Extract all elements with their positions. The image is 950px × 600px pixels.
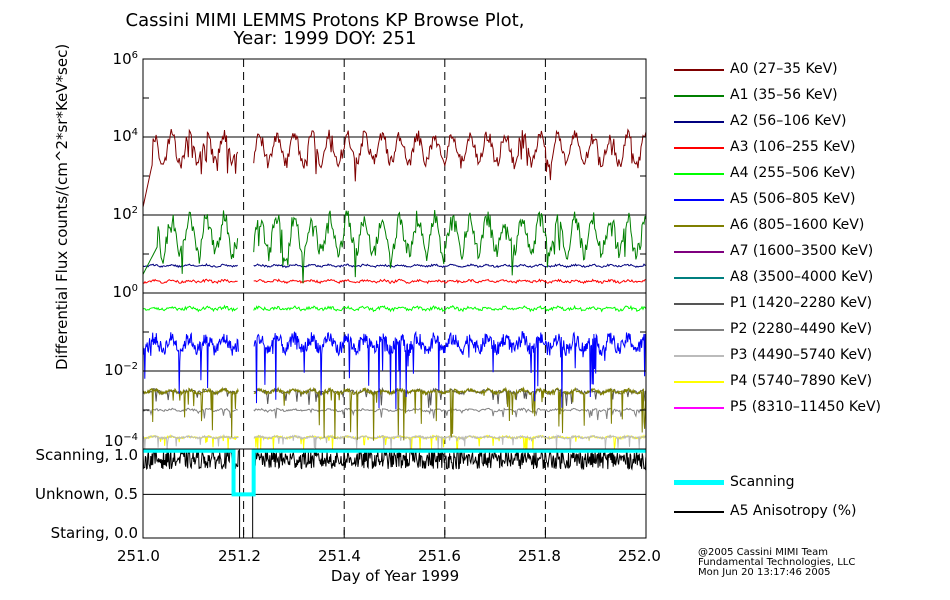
y-tick-label: 106 [112, 50, 138, 68]
credit-line: @2005 Cassini MIMI Team [698, 547, 828, 558]
legend-label: P5 (8310–11450 KeV) [730, 399, 882, 415]
chart-title-line1: Cassini MIMI LEMMS Protons KP Browse Plo… [125, 10, 525, 31]
upper-frame [142, 58, 647, 450]
y-tick-label: 10−2 [104, 361, 138, 379]
series-line [142, 278, 647, 285]
series-line [142, 330, 647, 410]
y-tick-label: 10−4 [104, 432, 138, 450]
legend-label: P1 (1420–2280 KeV) [730, 295, 873, 311]
series-line [142, 210, 647, 284]
x-tick-label: 251.8 [518, 547, 561, 565]
legend-swatch [674, 147, 724, 149]
series-line [142, 263, 647, 269]
series-layer [142, 128, 647, 497]
legend-swatch [674, 251, 724, 253]
legend-label: A0 (27–35 KeV) [730, 61, 838, 77]
series-line [142, 433, 647, 450]
y-axis-label: Differential Flux counts/(cm^2*sr*KeV*se… [53, 43, 71, 370]
legend-label: A3 (106–255 KeV) [730, 139, 856, 155]
series-line [142, 304, 647, 313]
legend-swatch [674, 329, 724, 331]
anisotropy-line [142, 448, 647, 471]
legend-swatch [674, 511, 724, 513]
legend-label: A5 (506–805 KeV) [730, 191, 856, 207]
legend-label: A4 (255–506 KeV) [730, 165, 856, 181]
chart-title-line2: Year: 1999 DOY: 251 [233, 28, 417, 49]
scan-tick-label: Unknown, 0.5 [34, 485, 138, 503]
legend-swatch [674, 381, 724, 383]
legend-swatch [674, 407, 724, 409]
x-axis-label: Day of Year 1999 [330, 567, 460, 585]
legend-swatch [674, 355, 724, 357]
legend-label: A7 (1600–3500 KeV) [730, 243, 874, 259]
legend-label: A6 (805–1600 KeV) [730, 217, 865, 233]
series-line [142, 386, 647, 441]
x-tick-label: 252.0 [618, 547, 661, 565]
legend-label: A1 (35–56 KeV) [730, 87, 838, 103]
legend-label: A8 (3500–4000 KeV) [730, 269, 874, 285]
lower-frame [142, 448, 647, 539]
x-tick-label: 251.0 [117, 547, 160, 565]
series-line [142, 406, 647, 421]
legend-swatch [674, 303, 724, 305]
x-tick-label: 251.4 [318, 547, 361, 565]
legend-label: P4 (5740–7890 KeV) [730, 373, 873, 389]
legend-label: Scanning [730, 474, 795, 490]
y-tick-label: 104 [112, 127, 138, 145]
x-tick-label: 251.6 [418, 547, 461, 565]
legend-swatch [674, 277, 724, 279]
legend-label: A5 Anisotropy (%) [730, 503, 857, 519]
legend-swatch [674, 121, 724, 123]
grid-lines [143, 59, 646, 538]
x-tick-label: 251.2 [218, 547, 261, 565]
legend-swatch [674, 480, 724, 485]
axes [142, 58, 647, 539]
credit-line: Fundamental Technologies, LLC [698, 557, 856, 568]
legend-label: P3 (4490–5740 KeV) [730, 347, 873, 363]
scanning-line [143, 448, 646, 497]
credit-line: Mon Jun 20 13:17:46 2005 [698, 567, 831, 578]
legend-swatch [674, 199, 724, 201]
legend-label: A2 (56–106 KeV) [730, 113, 847, 129]
scan-tick-label: Scanning, 1.0 [35, 446, 138, 464]
y-tick-label: 102 [112, 205, 138, 223]
series-line [142, 128, 647, 208]
legend-swatch [674, 225, 724, 227]
y-tick-label: 100 [112, 283, 138, 301]
scan-tick-label: Staring, 0.0 [50, 524, 138, 542]
legend-swatch [674, 95, 724, 97]
legend-swatch [674, 69, 724, 71]
legend-swatch [674, 173, 724, 175]
legend-label: P2 (2280–4490 KeV) [730, 321, 873, 337]
